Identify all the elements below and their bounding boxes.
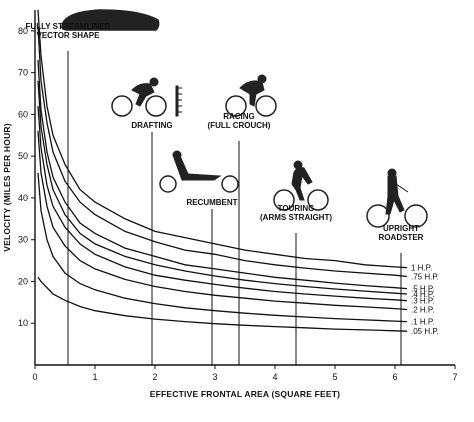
series-line-0 — [37, 9, 408, 269]
y-tick-label: 40 — [18, 193, 28, 203]
series-line-6 — [37, 172, 408, 323]
series-line-4 — [37, 106, 408, 302]
y-tick-label: 80 — [18, 26, 28, 36]
x-tick-label: 7 — [452, 372, 457, 382]
annotation-label-0: VECTOR SHAPE — [37, 31, 101, 40]
series-line-5 — [37, 131, 408, 311]
series-line-1 — [37, 26, 408, 278]
y-tick-label: 30 — [18, 235, 28, 245]
series-line-2 — [37, 60, 408, 290]
annotation-label-5: ROADSTER — [379, 233, 424, 242]
annotation-label-5: UPRIGHT — [383, 224, 419, 233]
annotation-label-2: RACING — [223, 112, 255, 121]
series-label-4: .3 H.P. — [411, 297, 434, 306]
streamlined-vehicle-icon — [61, 9, 160, 31]
series-label-2: .5 H.P. — [411, 285, 434, 294]
labels: 1 H.P..75 H.P. .5 H.P..4 H.P..3 H.P..2 H.… — [26, 22, 439, 336]
series-label-3: .4 H.P. — [411, 290, 434, 299]
annotation-label-0: FULLY STREAMLINED — [26, 22, 111, 31]
x-tick-label: 3 — [212, 372, 217, 382]
y-tick-label: 50 — [18, 151, 28, 161]
rider-illustrations — [61, 9, 428, 228]
annotation-label-3: RECUMBENT — [186, 198, 237, 207]
series-label-5: .2 H.P. — [411, 305, 434, 314]
y-tick-label: 70 — [18, 68, 28, 78]
upright-roadster-icon — [366, 168, 428, 228]
annotation-label-1: DRAFTING — [131, 121, 172, 130]
x-axis-title: EFFECTIVE FRONTAL AREA (SQUARE FEET) — [150, 389, 340, 399]
x-tick-label: 2 — [152, 372, 157, 382]
y-tick-label: 20 — [18, 276, 28, 286]
annotation-label-4: TOURING — [278, 204, 315, 213]
x-tick-label: 1 — [92, 372, 97, 382]
y-tick-label: 60 — [18, 109, 28, 119]
axes: 0 1 2 3 4 5 6 7 10 20 30 40 50 60 70 80 EFFECTIVE FRONTA… — [2, 10, 458, 399]
x-tick-label: 6 — [392, 372, 397, 382]
series-line-7 — [37, 276, 408, 332]
annotation-label-4: (ARMS STRAIGHT) — [260, 213, 332, 222]
power-curves — [37, 9, 408, 332]
x-tick-label: 0 — [32, 372, 37, 382]
touring-rider-icon — [273, 160, 329, 211]
recumbent-rider-icon — [159, 150, 239, 193]
series-label-1: .75 H.P. — [411, 272, 439, 281]
annotation-label-2: (FULL CROUCH) — [208, 121, 271, 130]
series-label-6: .1 H.P. — [411, 318, 434, 327]
y-tick-label: 10 — [18, 318, 28, 328]
y-axis-title: VELOCITY (MILES PER HOUR) — [2, 123, 12, 252]
x-tick-label: 5 — [332, 372, 337, 382]
racing-rider-icon — [225, 74, 277, 117]
series-line-3 — [37, 80, 408, 295]
series-label-0: 1 H.P. — [411, 264, 432, 273]
x-tick-label: 4 — [272, 372, 277, 382]
marker-lines — [67, 51, 402, 365]
series-label-7: .05 H.P. — [411, 327, 439, 336]
drafting-rider-icon — [111, 77, 182, 117]
